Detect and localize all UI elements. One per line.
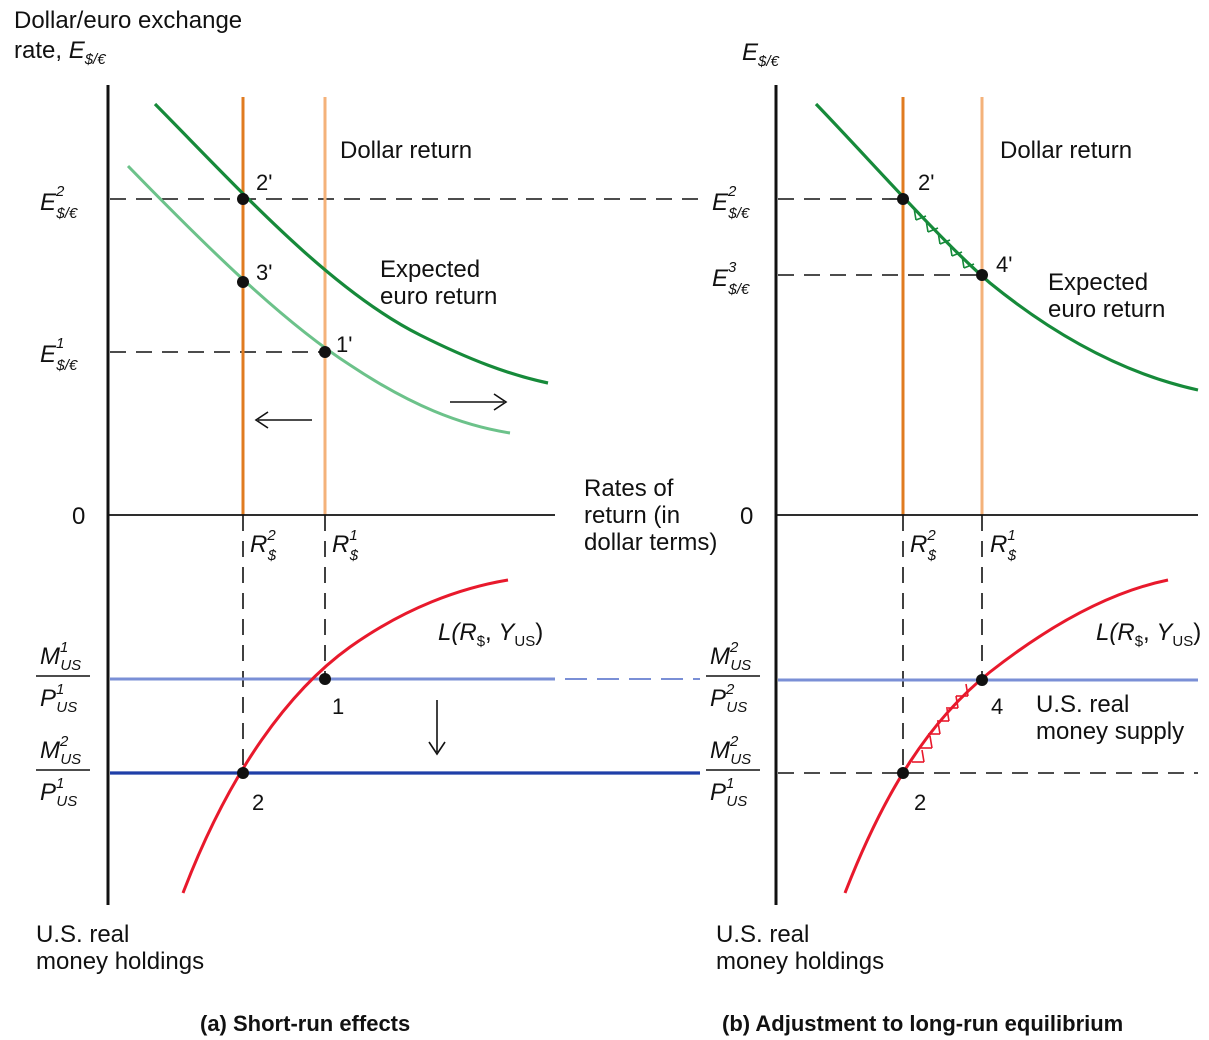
label-3prime: 3' — [256, 260, 272, 285]
r2-tick-a: R2 $ — [250, 527, 277, 564]
r2-tick-b: R2 $ — [910, 527, 937, 564]
label-4: 4 — [991, 694, 1003, 719]
arrow-down — [428, 700, 446, 756]
m2-p1-fraction: M2 US P1 US — [36, 733, 90, 810]
point-2prime-b — [897, 193, 909, 205]
point-4prime — [976, 269, 988, 281]
m1-p1-fraction: M1 US P1 US — [36, 639, 90, 716]
supply-label-line2-b: money supply — [1036, 718, 1184, 745]
bottom-label-line2-a: money holdings — [36, 948, 204, 975]
x-axis-label-line1: Rates of — [584, 475, 674, 502]
point-4 — [976, 674, 988, 686]
y-axis-label-b: E$/€ — [742, 39, 780, 70]
dollar-return-label-b: Dollar return — [1000, 137, 1132, 164]
bottom-label-line1-a: U.S. real — [36, 921, 129, 948]
money-demand-curve — [181, 578, 509, 894]
expected-euro-return-curve-b — [814, 102, 1199, 392]
label-2-b: 2 — [914, 790, 926, 815]
green-curve-hatches — [913, 207, 975, 269]
bottom-label-line2-b: money holdings — [716, 948, 884, 975]
e3-tick-b: E3 $/€ — [712, 259, 750, 298]
r1-tick-a: R1 $ — [332, 527, 359, 564]
point-3prime — [237, 276, 249, 288]
m2-p2-fraction: M2 US P2 US — [706, 639, 760, 716]
e2-tick-b: E2 $/€ — [712, 183, 750, 222]
zero-label-b: 0 — [740, 503, 753, 530]
supply-label-line1-b: U.S. real — [1036, 691, 1129, 718]
label-4prime: 4' — [996, 252, 1012, 277]
point-1prime — [319, 346, 331, 358]
expected-euro-return-curve-new — [153, 102, 549, 385]
point-2-b — [897, 767, 909, 779]
dollar-return-label-a: Dollar return — [340, 137, 472, 164]
e1-tick-a: E1 $/€ — [40, 335, 78, 374]
y-axis-label-line2: rate, E$/€ — [14, 37, 106, 68]
e2-tick-a: E2 $/€ — [40, 183, 78, 222]
caption-b: (b) Adjustment to long-run equilibrium — [722, 1011, 1123, 1036]
label-2prime-b: 2' — [918, 170, 934, 195]
label-1prime: 1' — [336, 332, 352, 357]
panel-b: E$/€ — [706, 39, 1201, 1036]
r1-tick-b: R1 $ — [990, 527, 1017, 564]
expected-label-line2-b: euro return — [1048, 296, 1165, 323]
point-2-a — [237, 767, 249, 779]
expected-label-line1-b: Expected — [1048, 269, 1148, 296]
expected-euro-return-curve-old — [126, 164, 511, 435]
money-demand-label-a: L(R$, YUS) — [438, 619, 543, 650]
y-axis-label-line1: Dollar/euro exchange — [14, 7, 242, 34]
label-1: 1 — [332, 694, 344, 719]
point-2prime-a — [237, 193, 249, 205]
expected-label-line1-a: Expected — [380, 256, 480, 283]
panel-a: Dollar/euro exchange rate, E$/€ 2' 3' — [14, 7, 717, 1036]
m2-p1-fraction-b: M2 US P1 US — [706, 733, 760, 810]
arrow-left — [254, 411, 312, 429]
arrow-right — [450, 393, 508, 411]
point-1 — [319, 673, 331, 685]
red-curve-hatches — [912, 683, 969, 763]
label-2-a: 2 — [252, 790, 264, 815]
x-axis-label-line3: dollar terms) — [584, 529, 717, 556]
zero-label-a: 0 — [72, 503, 85, 530]
bottom-label-line1-b: U.S. real — [716, 921, 809, 948]
money-demand-curve-b — [843, 578, 1169, 894]
caption-a: (a) Short-run effects — [200, 1011, 410, 1036]
money-demand-label-b: L(R$, YUS) — [1096, 619, 1201, 650]
x-axis-label-line2: return (in — [584, 502, 680, 529]
label-2prime-a: 2' — [256, 170, 272, 195]
expected-label-line2-a: euro return — [380, 283, 497, 310]
